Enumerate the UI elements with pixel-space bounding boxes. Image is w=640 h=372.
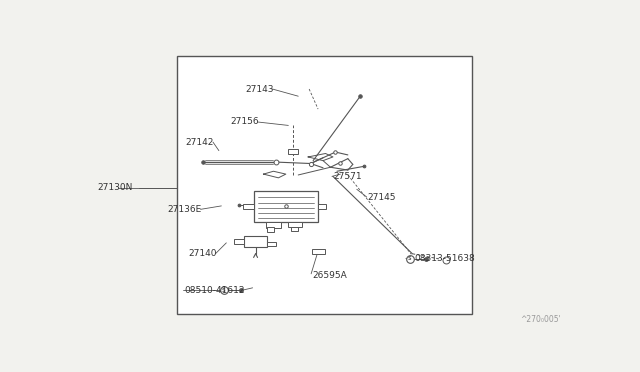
Bar — [318, 204, 326, 209]
Text: 27145: 27145 — [367, 193, 396, 202]
Text: 27140: 27140 — [188, 249, 216, 258]
Bar — [288, 221, 302, 227]
Bar — [288, 149, 298, 154]
Text: 27136E: 27136E — [167, 205, 202, 214]
Text: 27142: 27142 — [186, 138, 214, 147]
Bar — [243, 203, 253, 209]
Text: 26595A: 26595A — [312, 271, 347, 280]
Bar — [267, 227, 275, 232]
Bar — [268, 242, 276, 246]
Bar — [291, 227, 298, 231]
Text: S: S — [408, 256, 412, 261]
Bar — [312, 248, 324, 254]
Text: 08510-41612: 08510-41612 — [184, 286, 244, 295]
Text: S: S — [222, 288, 225, 293]
Bar — [177, 56, 472, 314]
Text: 27130N: 27130N — [97, 183, 132, 192]
Text: ^270₀005': ^270₀005' — [520, 315, 561, 324]
Text: 08313-51638: 08313-51638 — [415, 254, 476, 263]
Text: 27571: 27571 — [333, 172, 362, 181]
Bar — [244, 236, 268, 247]
Text: 27143: 27143 — [245, 84, 273, 93]
Bar — [253, 192, 318, 221]
Bar — [266, 221, 281, 228]
Text: 27156: 27156 — [230, 118, 259, 126]
Bar — [234, 239, 244, 244]
